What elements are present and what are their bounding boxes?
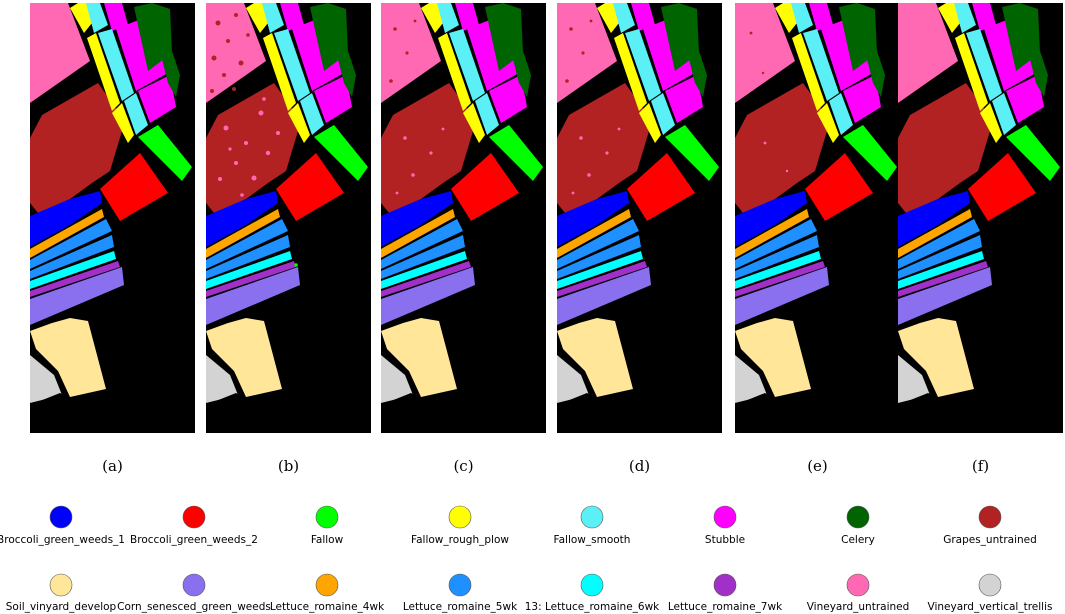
legend-item: Soil_vinyard_develop [6, 573, 117, 613]
legend-label: Celery [841, 534, 875, 546]
legend-label: Lettuce_romaine_4wk [270, 601, 385, 613]
panel-label: (e) [807, 457, 828, 475]
map-panel-d [557, 3, 722, 433]
legend-item: Grapes_untrained [943, 505, 1037, 546]
legend-label: Grapes_untrained [943, 534, 1037, 546]
legend-item: Corn_senesced_green_weeds [117, 573, 271, 613]
legend-swatch [315, 505, 339, 529]
legend-label: Corn_senesced_green_weeds [117, 601, 271, 613]
legend-label: Soil_vinyard_develop [6, 601, 117, 613]
panel-label: (b) [278, 457, 299, 475]
legend-swatch [713, 573, 737, 597]
legend-item: Fallow [311, 505, 344, 546]
legend-label: Vineyard_untrained [807, 601, 910, 613]
legend-item: 13: Lettuce_romaine_6wk [525, 573, 660, 613]
legend-label: Broccoli_green_weeds_2 [130, 534, 258, 546]
legend-swatch [713, 505, 737, 529]
legend-label: Lettuce_romaine_7wk [668, 601, 783, 613]
legend-item: Vineyard_vertical_trellis [928, 573, 1053, 613]
map-panel-a [30, 3, 195, 433]
legend-swatch [978, 573, 1002, 597]
legend-item: Broccoli_green_weeds_2 [130, 505, 258, 546]
map-panel-e [735, 3, 900, 433]
legend-label: Stubble [705, 534, 745, 546]
panel-label: (f) [972, 457, 989, 475]
legend-item: Stubble [705, 505, 745, 546]
legend-item: Fallow_smooth [554, 505, 631, 546]
legend-item: Fallow_rough_plow [411, 505, 509, 546]
map-panel-b [206, 3, 371, 433]
map-panel-f [898, 3, 1063, 433]
legend: Broccoli_green_weeds_1 Broccoli_green_wee… [0, 505, 1053, 613]
legend-swatch [448, 573, 472, 597]
legend-label: Vineyard_vertical_trellis [928, 601, 1053, 613]
map-panel-c [381, 3, 546, 433]
legend-item: Lettuce_romaine_7wk [668, 573, 783, 613]
legend-label: Fallow_smooth [554, 534, 631, 546]
legend-swatch [846, 505, 870, 529]
legend-swatch [448, 505, 472, 529]
legend-item: Celery [841, 505, 875, 546]
legend-swatch [315, 573, 339, 597]
legend-label: Fallow [311, 534, 344, 546]
panel-label: (d) [629, 457, 650, 475]
legend-swatch [182, 505, 206, 529]
legend-label: Lettuce_romaine_5wk [403, 601, 518, 613]
panel-label: (a) [102, 457, 123, 475]
panel-label: (c) [453, 457, 473, 475]
legend-swatch [846, 573, 870, 597]
legend-item: Lettuce_romaine_4wk [270, 573, 385, 613]
legend-swatch [978, 505, 1002, 529]
legend-item: Lettuce_romaine_5wk [403, 573, 518, 613]
legend-item: Broccoli_green_weeds_1 [0, 505, 125, 546]
legend-swatch [49, 505, 73, 529]
legend-swatch [49, 573, 73, 597]
panel-labels: (a) (b) (c) (d) (e) (f) [102, 457, 989, 475]
map-panels [30, 3, 1063, 433]
legend-item: Vineyard_untrained [807, 573, 910, 613]
legend-swatch [580, 573, 604, 597]
legend-swatch [580, 505, 604, 529]
legend-swatch [182, 573, 206, 597]
legend-label: Broccoli_green_weeds_1 [0, 534, 125, 546]
legend-label: Fallow_rough_plow [411, 534, 509, 546]
legend-label: 13: Lettuce_romaine_6wk [525, 601, 660, 613]
